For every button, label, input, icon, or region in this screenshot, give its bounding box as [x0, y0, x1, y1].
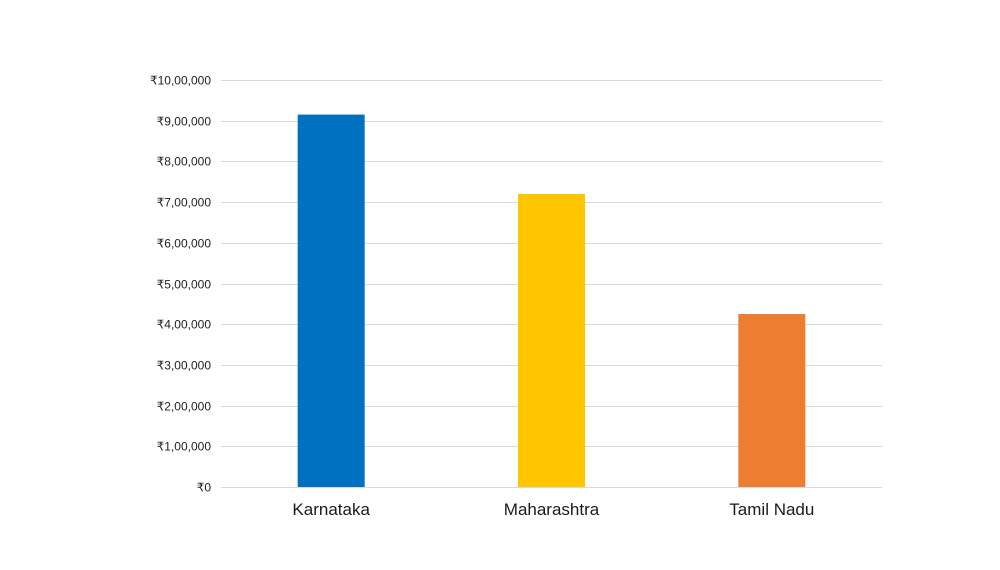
x-tick-label: Tamil Nadu	[729, 500, 814, 519]
x-tick-label: Maharashtra	[504, 500, 600, 519]
y-tick-label: ₹0	[197, 481, 212, 495]
bars	[297, 114, 806, 487]
y-tick-label: ₹5,00,000	[157, 278, 212, 292]
y-tick-label: ₹6,00,000	[157, 237, 212, 251]
bar-tamil-nadu	[738, 314, 806, 487]
y-axis: ₹0 ₹1,00,000 ₹2,00,000 ₹3,00,000 ₹4,00,000 ₹5…	[150, 74, 211, 495]
x-axis: Karnataka Maharashtra Tamil Nadu	[292, 500, 814, 519]
y-tick-label: ₹2,00,000	[157, 400, 212, 414]
y-tick-label: ₹8,00,000	[157, 155, 212, 169]
y-tick-label: ₹3,00,000	[157, 359, 212, 373]
y-tick-label: ₹7,00,000	[157, 196, 212, 210]
y-tick-label: ₹1,00,000	[157, 440, 212, 454]
y-tick-label: ₹10,00,000	[150, 74, 211, 88]
x-tick-label: Karnataka	[292, 500, 370, 519]
bar-karnataka	[297, 114, 365, 487]
y-tick-label: ₹9,00,000	[157, 115, 212, 129]
y-tick-label: ₹4,00,000	[157, 318, 212, 332]
bar-maharashtra	[518, 193, 585, 487]
